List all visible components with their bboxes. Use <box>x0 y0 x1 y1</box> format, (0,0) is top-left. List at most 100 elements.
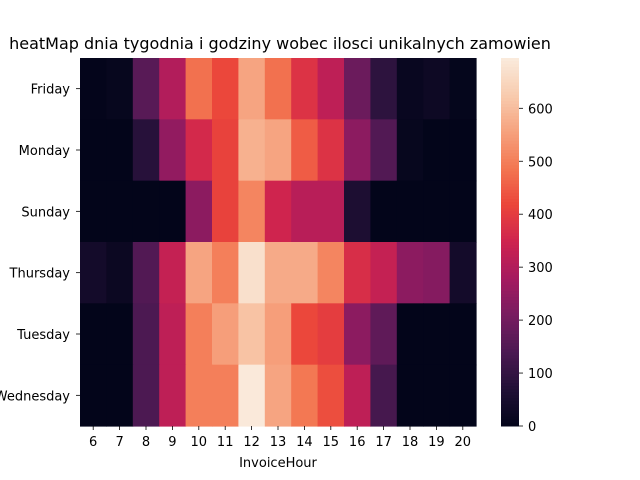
colorbar-segment <box>501 383 519 387</box>
heatmap-cell <box>423 242 451 304</box>
colorbar-segment <box>501 337 519 341</box>
heatmap-cell <box>370 119 398 182</box>
x-tick-label: 19 <box>428 435 445 450</box>
colorbar-segment <box>501 340 519 344</box>
heatmap-cell <box>106 303 134 366</box>
colorbar-segment <box>501 128 519 133</box>
heatmap-cell <box>264 303 292 366</box>
heatmap-cell <box>212 303 239 366</box>
colorbar-segment <box>501 79 519 84</box>
colorbar-segment <box>501 171 519 176</box>
colorbar-segment <box>501 386 519 390</box>
colorbar-segment <box>501 70 519 74</box>
colorbar-segment <box>501 125 519 130</box>
colorbar-segment <box>501 177 519 182</box>
heatmap-cell <box>238 180 266 243</box>
heatmap-cell <box>370 58 398 120</box>
colorbar-segment <box>501 294 519 298</box>
colorbar-segment <box>501 416 519 421</box>
heatmap-cell <box>344 242 371 304</box>
heatmap-cell <box>238 119 266 182</box>
colorbar-tick-label: 400 <box>528 208 553 223</box>
x-tick-label: 20 <box>455 435 472 450</box>
heatmap-cell <box>396 119 424 182</box>
colorbar-segment <box>501 303 519 307</box>
heatmap-cell <box>317 364 345 427</box>
colorbar-segment <box>501 410 519 415</box>
colorbar-segment <box>501 235 519 240</box>
colorbar-segment <box>501 373 519 378</box>
x-axis-label: InvoiceHour <box>239 456 317 471</box>
colorbar-segment <box>501 134 519 139</box>
y-tick-label: Thursday <box>9 267 71 282</box>
heatmap-cell <box>317 119 345 182</box>
colorbar-segment <box>501 64 519 68</box>
colorbar-segment <box>501 88 519 93</box>
colorbar-segment <box>501 352 519 356</box>
colorbar-segment <box>501 94 519 99</box>
heatmap-cell <box>449 119 477 182</box>
colorbar-segment <box>501 208 519 212</box>
colorbar-segment <box>501 355 519 360</box>
colorbar-segment <box>501 174 519 179</box>
colorbar-segment <box>501 58 519 62</box>
colorbar-segment <box>501 269 519 274</box>
colorbar-segment <box>501 312 519 317</box>
heatmap-cell <box>264 119 292 182</box>
colorbar-segment <box>501 266 519 271</box>
heatmap-cell <box>317 242 345 304</box>
x-tick-label: 11 <box>217 435 234 450</box>
heatmap-cell <box>291 58 319 120</box>
heatmap-cell <box>344 364 371 427</box>
y-tick-label: Monday <box>19 144 71 159</box>
colorbar-segment <box>501 407 519 412</box>
heatmap-cell <box>264 180 292 243</box>
heatmap-cell <box>212 180 239 243</box>
colorbar-segment <box>501 113 519 117</box>
colorbar-segment <box>501 281 519 286</box>
colorbar-segment <box>501 327 519 332</box>
colorbar-segment <box>501 272 519 277</box>
heatmap-cell <box>344 58 371 120</box>
colorbar-segment <box>501 168 519 172</box>
colorbar-segment <box>501 131 519 136</box>
colorbar-segment <box>501 257 519 261</box>
colorbar-segment <box>501 419 519 424</box>
heatmap-cell <box>396 58 424 120</box>
colorbar-segment <box>501 254 519 258</box>
colorbar-segment <box>501 263 519 268</box>
x-tick-label: 16 <box>349 435 366 450</box>
colorbar-segment <box>501 180 519 185</box>
heatmap-cell <box>80 58 107 120</box>
heatmap-cell <box>185 119 213 182</box>
colorbar-segment <box>501 116 519 120</box>
colorbar-segment <box>501 346 519 350</box>
colorbar-segment <box>501 306 519 310</box>
colorbar-segment <box>501 321 519 326</box>
heatmap-cell <box>370 242 398 304</box>
colorbar-tick-label: 500 <box>528 155 553 170</box>
colorbar-segment <box>501 122 519 126</box>
heatmap-cell <box>132 180 160 243</box>
heatmap-cell <box>185 303 213 366</box>
heatmap-cell <box>80 119 107 182</box>
colorbar-segment <box>501 318 519 323</box>
heatmap-cell <box>132 303 160 366</box>
heatmap-cell <box>185 180 213 243</box>
colorbar-segment <box>501 297 519 301</box>
colorbar-segment <box>501 217 519 222</box>
colorbar-tick-label: 600 <box>528 102 553 117</box>
heatmap-cell <box>159 180 187 243</box>
colorbar-segment <box>501 223 519 228</box>
heatmap-cell <box>185 364 213 427</box>
colorbar-segment <box>501 392 519 396</box>
heatmap-cell <box>106 180 134 243</box>
colorbar-segment <box>501 214 519 218</box>
heatmap-cell <box>238 364 266 427</box>
heatmap-cell <box>132 242 160 304</box>
colorbar-segment <box>501 196 519 200</box>
colorbar-segment <box>501 245 519 249</box>
colorbar-segment <box>501 364 519 369</box>
colorbar-segment <box>501 389 519 393</box>
